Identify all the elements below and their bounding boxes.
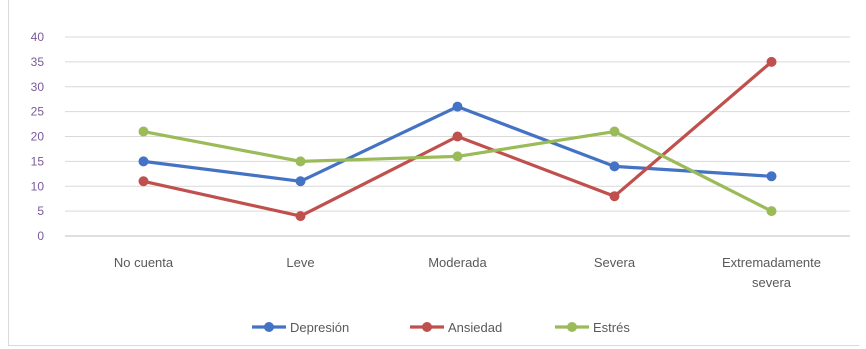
- y-tick-label: 15: [31, 154, 45, 168]
- chart-frame: [8, 0, 859, 346]
- y-tick-label: 40: [31, 30, 45, 44]
- y-tick-label: 5: [37, 204, 44, 218]
- data-point: [452, 101, 463, 112]
- legend-swatch-marker: [264, 322, 274, 332]
- data-point: [138, 176, 149, 187]
- x-tick-label: No cuenta: [114, 255, 174, 270]
- data-point: [609, 191, 620, 202]
- legend-label: Ansiedad: [448, 320, 502, 335]
- y-tick-label: 35: [31, 55, 45, 69]
- data-point: [609, 126, 620, 137]
- x-tick-label: Extremadamente: [722, 255, 821, 270]
- data-point: [138, 126, 149, 137]
- data-point: [452, 151, 463, 162]
- data-point: [138, 156, 149, 167]
- legend-swatch-marker: [567, 322, 577, 332]
- y-tick-label: 25: [31, 105, 45, 119]
- y-tick-label: 20: [31, 130, 45, 144]
- x-tick-label: Severa: [594, 255, 636, 270]
- data-point: [609, 161, 620, 172]
- y-tick-label: 0: [37, 229, 44, 243]
- legend-swatch-marker: [422, 322, 432, 332]
- legend-label: Depresión: [290, 320, 349, 335]
- x-tick-label: Leve: [286, 255, 314, 270]
- legend-label: Estrés: [593, 320, 630, 335]
- data-point: [766, 171, 777, 182]
- data-point: [295, 176, 306, 187]
- data-point: [766, 56, 777, 67]
- data-point: [766, 206, 777, 217]
- data-point: [295, 156, 306, 167]
- x-tick-label: severa: [752, 275, 792, 290]
- data-point: [452, 131, 463, 142]
- data-point: [295, 211, 306, 222]
- y-tick-label: 30: [31, 80, 45, 94]
- y-tick-label: 10: [31, 179, 45, 193]
- x-tick-label: Moderada: [428, 255, 487, 270]
